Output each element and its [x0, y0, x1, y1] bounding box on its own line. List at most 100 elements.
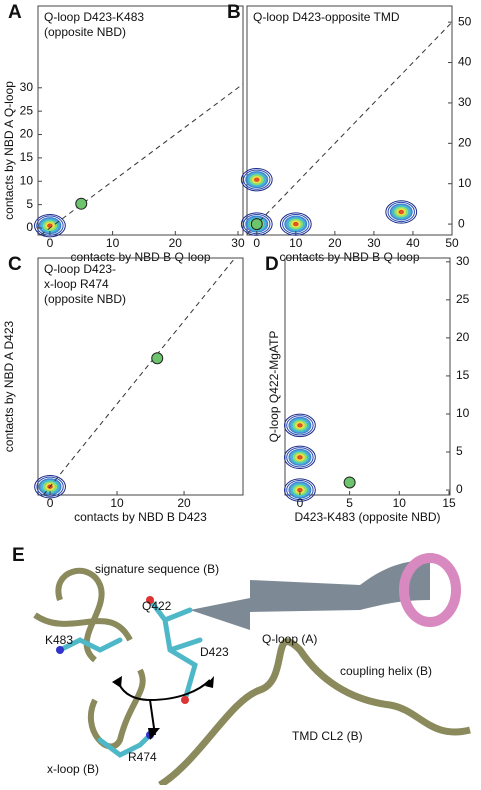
- backbone: [55, 567, 105, 663]
- x-tick-label: 10: [106, 236, 120, 250]
- density-contour: [254, 177, 260, 182]
- x-tick-label: 20: [177, 496, 191, 510]
- density-contour: [36, 476, 64, 497]
- x-tick-label: 0: [253, 236, 260, 250]
- structure-label: TMD CL2 (B): [292, 729, 363, 743]
- density-contour: [398, 209, 404, 215]
- density-contour: [293, 221, 299, 227]
- density-contour: [36, 215, 64, 236]
- highlight-point: [250, 218, 263, 231]
- density-contour: [284, 445, 316, 470]
- structure-illustration: [33, 553, 471, 788]
- panel-label: D: [265, 254, 279, 275]
- arrowheads: [112, 676, 214, 740]
- structure-label: K483: [45, 633, 73, 647]
- annotation: (opposite NBD): [44, 292, 126, 306]
- y-tick-label: 5: [26, 197, 33, 211]
- highlight-point: [151, 352, 164, 365]
- density-contour: [297, 423, 303, 428]
- annotation: Q-loop D423-K483: [44, 10, 144, 24]
- structure-label: coupling helix (B): [340, 664, 432, 678]
- x-tick-label: 30: [231, 236, 245, 250]
- y-tick-label: 25: [20, 103, 34, 117]
- y-tick-label: 5: [456, 444, 463, 458]
- y-axis-label: Q-loop Q422-MgATP: [267, 331, 281, 443]
- density-contour: [286, 447, 314, 468]
- y-tick-label: 0: [26, 220, 33, 234]
- highlight-point: [75, 197, 88, 210]
- atom: [56, 646, 64, 654]
- diagonal: [42, 257, 236, 496]
- x-tick-label: 5: [346, 496, 353, 510]
- diagonal: [40, 83, 244, 236]
- density-contour: [240, 167, 273, 192]
- structure-label: D423: [200, 645, 229, 659]
- x-tick-label: 10: [289, 236, 303, 250]
- annotation: Q-loop D423-: [44, 262, 116, 276]
- plot-frame: [37, 257, 244, 496]
- density-contour: [297, 455, 303, 460]
- density-contour: [387, 201, 415, 223]
- density-contour: [385, 200, 418, 224]
- x-tick-label: 40: [406, 236, 420, 250]
- y-tick-label: 20: [20, 127, 34, 141]
- diagonal: [246, 21, 453, 235]
- y-tick-label: 30: [20, 80, 34, 94]
- y-tick-label: 10: [456, 406, 470, 420]
- plot-frame: [37, 5, 244, 236]
- pink-helix: [399, 553, 461, 627]
- plot-frame: [246, 5, 453, 236]
- y-tick-label: 10: [458, 176, 472, 190]
- structure-label: Q-loop (A): [262, 632, 317, 646]
- y-tick-label: 0: [456, 482, 463, 496]
- y-tick-label: 40: [458, 55, 472, 69]
- density-contour: [240, 212, 273, 236]
- x-tick-label: 10: [110, 496, 124, 510]
- panel-label: E: [12, 545, 25, 566]
- density-contour: [284, 413, 316, 438]
- x-tick-label: 20: [169, 236, 183, 250]
- structure-label: x-loop (B): [47, 762, 99, 776]
- x-tick-label: 50: [445, 236, 459, 250]
- y-tick-label: 15: [20, 150, 34, 164]
- density-contour: [47, 223, 53, 228]
- density-contour: [286, 479, 314, 501]
- x-tick-label: 0: [47, 496, 54, 510]
- y-tick-label: 15: [456, 368, 470, 382]
- annotation: (opposite NBD): [44, 25, 126, 39]
- x-axis-label: contacts by NBD B D423: [74, 510, 207, 524]
- structure-label: R474: [128, 750, 157, 764]
- density-contour: [34, 213, 66, 238]
- x-axis-label: contacts by NBD B Q-loop: [70, 250, 210, 264]
- x-tick-label: 30: [367, 236, 381, 250]
- density-contour: [34, 475, 66, 499]
- y-tick-label: 0: [458, 216, 465, 230]
- backbone: [87, 668, 146, 750]
- panel-label: C: [8, 254, 22, 275]
- x-tick-label: 15: [442, 496, 456, 510]
- x-axis-label: D423-K483 (opposite NBD): [294, 510, 440, 524]
- panel-label: B: [227, 2, 241, 23]
- structure-label: signature sequence (B): [95, 562, 219, 576]
- y-tick-label: 30: [456, 254, 470, 268]
- x-tick-label: 0: [297, 496, 304, 510]
- density-contour: [243, 169, 271, 190]
- y-tick-label: 30: [458, 95, 472, 109]
- density-contour: [284, 478, 316, 502]
- y-axis-label: contacts by NBD A D423: [2, 320, 16, 452]
- y-tick-label: 10: [20, 173, 34, 187]
- density-contour: [286, 415, 314, 436]
- structure-label: Q422: [142, 599, 172, 613]
- backbone: [33, 612, 133, 642]
- q-loop-ribbon: [190, 560, 430, 630]
- y-tick-label: 50: [458, 14, 472, 28]
- atom: [146, 596, 154, 604]
- y-tick-label: 20: [456, 330, 470, 344]
- x-axis-label: contacts by NBD B Q-loop: [279, 250, 419, 264]
- highlight-point: [343, 476, 356, 489]
- atom: [181, 696, 189, 704]
- annotation: x-loop R474: [44, 277, 109, 291]
- sticks: [57, 597, 203, 758]
- x-tick-label: 20: [328, 236, 342, 250]
